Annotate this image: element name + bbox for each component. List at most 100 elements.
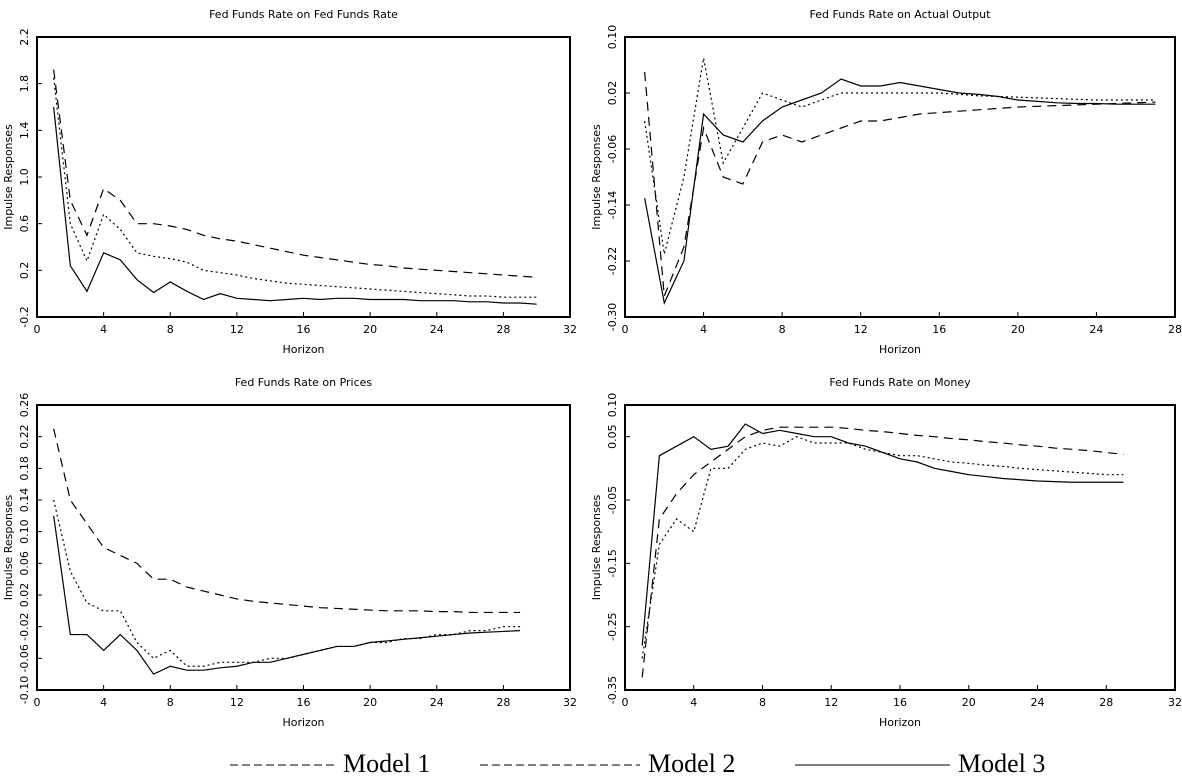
- y-tick-label: 0.14: [18, 488, 31, 513]
- x-tick-label: 8: [167, 696, 174, 709]
- y-tick-label: 0.22: [18, 424, 31, 449]
- series-line: [53, 106, 537, 305]
- x-tick-label: 24: [430, 696, 444, 709]
- legend: Model 1 Model 2 Model 3: [230, 749, 1045, 778]
- series-line: [644, 57, 1156, 255]
- y-tick-label: -0.02: [18, 612, 31, 640]
- y-tick-label: -0.22: [606, 247, 619, 275]
- plot-frame: [624, 404, 1176, 691]
- y-axis-label: Impulse Responses: [2, 124, 15, 230]
- x-tick-label: 32: [563, 696, 577, 709]
- x-tick-label: 16: [932, 323, 946, 336]
- y-tick-label: 0.10: [18, 519, 31, 544]
- x-tick-label: 8: [167, 323, 174, 336]
- y-tick-label: 0.05: [606, 424, 619, 449]
- legend-label: Model 2: [648, 749, 735, 778]
- x-tick-label: 8: [779, 323, 786, 336]
- series-line: [641, 423, 1124, 646]
- plot-frame: [36, 36, 571, 318]
- x-tick-label: 0: [34, 323, 41, 336]
- x-tick-label: 20: [1011, 323, 1025, 336]
- x-axis-label: Horizon: [282, 343, 324, 356]
- legend-label: Model 3: [958, 749, 1045, 778]
- series-line: [53, 77, 537, 298]
- series-line: [644, 71, 1156, 297]
- y-tick-label: -0.06: [606, 135, 619, 163]
- y-tick-label: 0.26: [18, 393, 31, 418]
- y-axis-label: Impulse Responses: [590, 494, 603, 600]
- series-line: [53, 428, 521, 614]
- y-tick-label: 1.0: [18, 168, 31, 186]
- x-tick-label: 12: [230, 323, 244, 336]
- y-tick-label: -0.35: [606, 676, 619, 704]
- y-axis-label: Impulse Responses: [2, 494, 15, 600]
- x-tick-label: 0: [622, 696, 629, 709]
- x-tick-label: 28: [1099, 696, 1113, 709]
- x-tick-label: 28: [1168, 323, 1182, 336]
- x-tick-label: 24: [430, 323, 444, 336]
- x-tick-label: 24: [1089, 323, 1103, 336]
- x-tick-label: 32: [563, 323, 577, 336]
- y-tick-label: -0.14: [606, 191, 619, 219]
- x-tick-label: 16: [297, 696, 311, 709]
- y-tick-label: -0.2: [18, 306, 31, 327]
- x-axis-label: Horizon: [879, 716, 921, 729]
- x-tick-label: 0: [622, 323, 629, 336]
- y-tick-label: 0.06: [18, 551, 31, 576]
- x-tick-label: 8: [759, 696, 766, 709]
- y-tick-label: 0.10: [606, 393, 619, 418]
- x-tick-label: 12: [854, 323, 868, 336]
- x-tick-label: 28: [496, 323, 510, 336]
- series-line: [53, 69, 537, 278]
- x-tick-label: 4: [690, 696, 697, 709]
- x-tick-label: 20: [363, 696, 377, 709]
- y-tick-label: -0.30: [606, 303, 619, 331]
- x-tick-label: 32: [1168, 696, 1182, 709]
- series-line: [53, 499, 521, 667]
- y-axis-label: Impulse Responses: [590, 124, 603, 230]
- x-tick-label: 0: [34, 696, 41, 709]
- series-line: [641, 426, 1124, 678]
- panel-title: Fed Funds Rate on Actual Output: [810, 8, 992, 21]
- x-tick-label: 12: [824, 696, 838, 709]
- x-tick-label: 20: [962, 696, 976, 709]
- x-tick-label: 4: [700, 323, 707, 336]
- series-line: [53, 515, 521, 675]
- y-tick-label: -0.25: [606, 612, 619, 640]
- panel: Fed Funds Rate on Prices Horizon Impulse R…: [2, 376, 577, 729]
- y-tick-label: -0.05: [606, 486, 619, 514]
- y-tick-label: 0.2: [18, 262, 31, 280]
- panel: Fed Funds Rate on Money Horizon Impulse Re…: [590, 376, 1182, 729]
- x-tick-label: 12: [230, 696, 244, 709]
- y-tick-label: 0.10: [606, 25, 619, 50]
- panel-title: Fed Funds Rate on Prices: [235, 376, 373, 389]
- y-tick-label: -0.10: [18, 676, 31, 704]
- panel-title: Fed Funds Rate on Money: [829, 376, 971, 389]
- y-tick-label: 2.2: [18, 28, 31, 46]
- x-tick-label: 28: [496, 696, 510, 709]
- x-tick-label: 4: [100, 696, 107, 709]
- x-tick-label: 4: [100, 323, 107, 336]
- y-tick-label: 0.02: [606, 81, 619, 106]
- y-tick-label: 1.8: [18, 75, 31, 93]
- y-tick-label: -0.06: [18, 644, 31, 672]
- y-tick-label: 0.6: [18, 215, 31, 233]
- x-tick-label: 16: [893, 696, 907, 709]
- plot-frame: [624, 36, 1176, 318]
- series-line: [644, 78, 1156, 305]
- panel: Fed Funds Rate on Actual Output Horizon Im…: [590, 8, 1182, 356]
- y-tick-label: -0.15: [606, 549, 619, 577]
- y-tick-label: 0.02: [18, 583, 31, 608]
- x-axis-label: Horizon: [879, 343, 921, 356]
- panel: Fed Funds Rate on Fed Funds Rate Horizon I…: [2, 8, 577, 356]
- x-tick-label: 16: [297, 323, 311, 336]
- plot-frame: [36, 404, 571, 691]
- series-line: [641, 436, 1124, 659]
- y-tick-label: 0.18: [18, 456, 31, 481]
- x-tick-label: 24: [1031, 696, 1045, 709]
- legend-label: Model 1: [343, 749, 430, 778]
- x-tick-label: 20: [363, 323, 377, 336]
- panel-title: Fed Funds Rate on Fed Funds Rate: [209, 8, 398, 21]
- x-axis-label: Horizon: [282, 716, 324, 729]
- y-tick-label: 1.4: [18, 122, 31, 140]
